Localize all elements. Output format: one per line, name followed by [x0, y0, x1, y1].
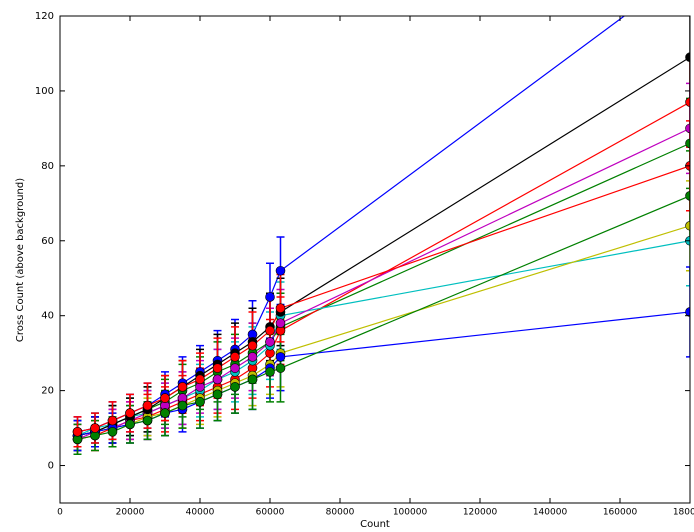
point [212, 389, 223, 400]
point [265, 292, 275, 302]
point [247, 340, 258, 351]
plot-frame [59, 15, 691, 504]
point [685, 220, 690, 231]
x-tick-label: 40000 [186, 508, 215, 518]
point [142, 415, 153, 426]
point [195, 374, 205, 385]
point [125, 408, 135, 418]
point [685, 97, 690, 107]
x-tick-label: 60000 [256, 508, 285, 518]
y-tick-label: 60 [41, 236, 54, 247]
point [247, 352, 258, 362]
point [212, 374, 223, 385]
point [160, 408, 170, 418]
y-tick-label: 120 [35, 11, 54, 22]
point [265, 337, 275, 347]
point [125, 419, 135, 430]
x-axis-label: Count [360, 519, 390, 530]
x-tick-label: 120000 [463, 508, 498, 518]
point [72, 427, 83, 437]
point [685, 191, 690, 201]
point [247, 374, 258, 385]
x-tick-label: 80000 [326, 508, 355, 518]
point [177, 400, 188, 411]
plot-area [60, 16, 690, 503]
point [685, 123, 690, 134]
point [275, 318, 286, 328]
point [107, 427, 118, 437]
point [265, 325, 275, 336]
point [160, 393, 170, 403]
x-tick-label: 100000 [393, 508, 428, 518]
point [275, 363, 286, 373]
y-tick-label: 80 [41, 161, 54, 172]
point [275, 352, 286, 362]
point [275, 303, 286, 314]
y-tick-label: 100 [35, 86, 54, 97]
error-bar [686, 120, 690, 212]
y-tick-label: 40 [41, 311, 54, 322]
point [177, 382, 188, 392]
x-tick-label: 160000 [603, 508, 638, 518]
point [265, 367, 275, 377]
y-axis-label: Cross Count (above background) [15, 178, 26, 342]
error-bar [686, 266, 690, 358]
point [212, 363, 223, 373]
point [90, 423, 100, 433]
x-tick-label: 180000 [673, 508, 694, 518]
point [230, 363, 240, 373]
point [230, 382, 240, 392]
y-tick-label: 0 [48, 461, 54, 472]
error-bar [686, 180, 690, 272]
point [685, 307, 690, 317]
point [142, 400, 153, 411]
x-tick-label: 20000 [116, 508, 145, 518]
plot-marks [72, 0, 694, 456]
point [275, 265, 286, 276]
point [685, 52, 690, 63]
y-tick-label: 20 [41, 386, 54, 397]
x-tick-label: 140000 [533, 508, 568, 518]
axes: 0 20000 40000 60000 80000 100000 120000 140000 1… [35, 11, 694, 518]
error-bar [686, 0, 694, 12]
point [685, 138, 690, 149]
point [195, 397, 205, 407]
error-bar [686, 82, 690, 175]
point [230, 352, 240, 362]
x-tick-label: 0 [57, 508, 63, 518]
point [107, 415, 118, 426]
